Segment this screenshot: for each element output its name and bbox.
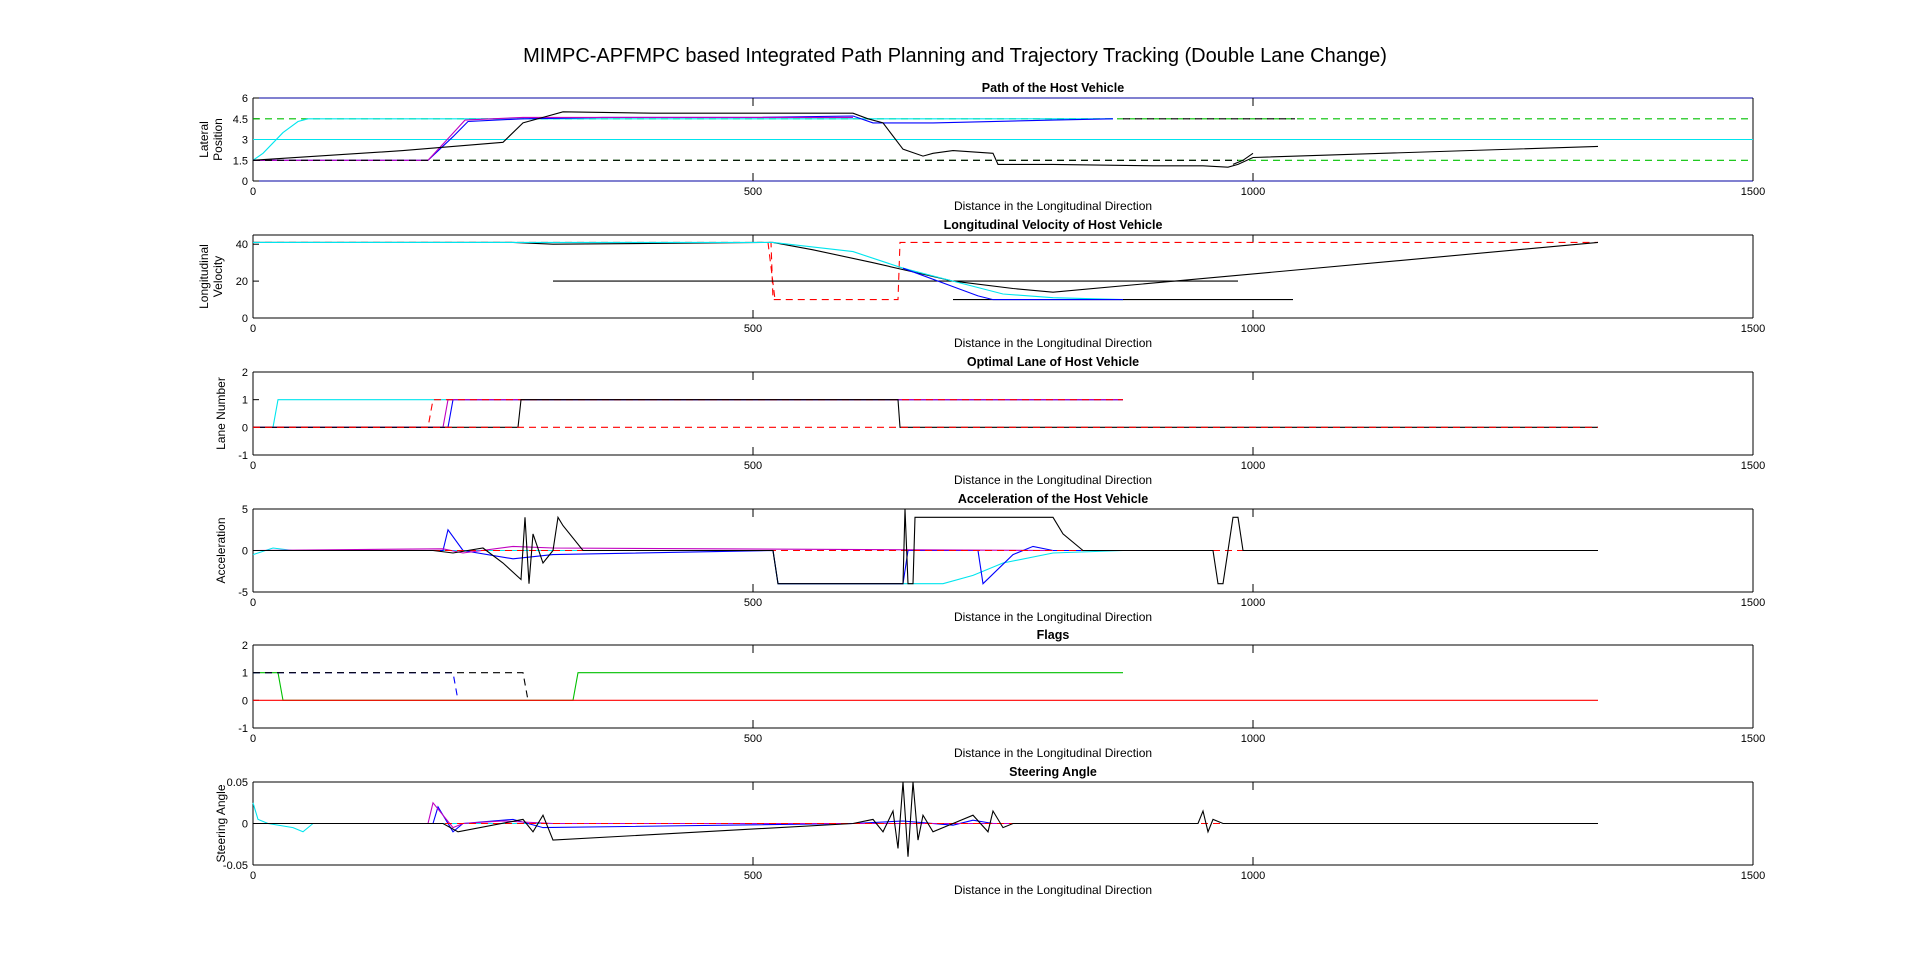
y-tick-label: 0 <box>242 176 248 188</box>
series-line-8 <box>1232 152 1254 165</box>
x-axis-label: Distance in the Longitudinal Direction <box>954 473 1152 487</box>
y-tick-label: 0 <box>242 313 248 325</box>
series-line-1 <box>253 241 1598 301</box>
y-tick-label: 0 <box>242 819 248 831</box>
x-tick-label: 1500 <box>1741 460 1765 472</box>
x-tick-label: 0 <box>250 733 256 745</box>
subplot-title: Flags <box>1037 628 1070 642</box>
x-tick-label: 500 <box>744 460 762 472</box>
x-tick-label: 0 <box>250 460 256 472</box>
x-tick-label: 0 <box>250 323 256 335</box>
series-line-2 <box>253 528 1123 585</box>
series-line-3 <box>253 399 1123 428</box>
series-line-6 <box>253 241 1124 301</box>
x-tick-label: 500 <box>744 733 762 745</box>
y-tick-label: -1 <box>238 723 248 735</box>
y-tick-label: 1.5 <box>233 155 248 167</box>
x-tick-label: 500 <box>744 323 762 335</box>
y-tick-label: 20 <box>236 276 248 288</box>
y-tick-label: 4.5 <box>233 114 248 126</box>
series-line-5 <box>253 115 1114 161</box>
series-line-2 <box>767 242 776 300</box>
y-tick-label: 2 <box>242 367 248 379</box>
subplot-title: Optimal Lane of Host Vehicle <box>967 355 1139 369</box>
y-tick-label: 1 <box>242 668 248 680</box>
series-line-6 <box>253 116 853 161</box>
x-tick-label: 1500 <box>1741 186 1765 198</box>
x-axis-label: Distance in the Longitudinal Direction <box>954 610 1152 624</box>
series-line-5 <box>253 399 1598 428</box>
subplot-title: Longitudinal Velocity of Host Vehicle <box>944 218 1163 232</box>
figure-title: MIMPC-APFMPC based Integrated Path Plann… <box>523 45 1387 67</box>
x-tick-label: 1000 <box>1241 870 1265 882</box>
y-axis-label: Lane Number <box>214 377 228 450</box>
series-line-4 <box>252 118 1113 161</box>
y-axis-label: Longitudinal <box>197 244 211 309</box>
x-tick-label: 0 <box>250 186 256 198</box>
x-tick-label: 1500 <box>1741 733 1765 745</box>
y-tick-label: 0 <box>242 546 248 558</box>
y-axis-label: Acceleration <box>214 517 228 583</box>
subplot-title: Path of the Host Vehicle <box>982 81 1124 95</box>
x-tick-label: 1000 <box>1241 186 1265 198</box>
subplot-1: 0 500 1000 1500 0 1.5 3 4.5 6 Path of the Host Ve… <box>197 81 1765 213</box>
series-line-7 <box>252 111 1599 168</box>
series-line-5 <box>253 508 1598 585</box>
y-tick-label: -5 <box>238 587 248 599</box>
y-tick-label: 3 <box>242 135 248 147</box>
x-axis-label: Distance in the Longitudinal Direction <box>954 746 1152 760</box>
series-line-7 <box>902 267 1123 301</box>
series-line-1 <box>252 802 1123 833</box>
x-axis-label: Distance in the Longitudinal Direction <box>954 199 1152 213</box>
subplot-title: Acceleration of the Host Vehicle <box>958 492 1148 506</box>
x-tick-label: 500 <box>744 597 762 609</box>
x-axis-label: Distance in the Longitudinal Direction <box>954 883 1152 897</box>
y-tick-label: 0 <box>242 422 248 434</box>
x-axis-label: Distance in the Longitudinal Direction <box>954 336 1152 350</box>
series-line-1 <box>252 547 1124 585</box>
y-tick-label: 0.05 <box>227 777 248 789</box>
y-axis-label: Velocity <box>211 256 225 297</box>
x-tick-label: 1500 <box>1741 597 1765 609</box>
y-tick-label: 0 <box>242 695 248 707</box>
y-axis-label: Steering Angle <box>214 784 228 862</box>
y-tick-label: 5 <box>242 504 248 516</box>
series-line-2 <box>253 805 1123 833</box>
x-tick-label: 1000 <box>1241 597 1265 609</box>
x-tick-label: 1000 <box>1241 460 1265 472</box>
y-tick-label: 6 <box>242 93 248 105</box>
y-axis-label: Position <box>211 118 225 161</box>
x-tick-label: 1000 <box>1241 733 1265 745</box>
y-tick-label: 40 <box>236 239 248 251</box>
subplot-2: 0 500 1000 1500 0 20 40 Longitudinal Velocity o… <box>197 218 1765 350</box>
series-line-1 <box>253 399 1123 428</box>
series-line-3 <box>252 545 1054 554</box>
y-tick-label: 2 <box>242 640 248 652</box>
x-tick-label: 1500 <box>1741 323 1765 335</box>
y-axis-label: Lateral <box>197 121 211 158</box>
y-tick-label: -1 <box>238 450 248 462</box>
series-line-3 <box>253 241 1599 293</box>
x-tick-label: 0 <box>250 870 256 882</box>
x-tick-label: 500 <box>744 870 762 882</box>
series-line-4 <box>253 399 1123 428</box>
series-line-4 <box>253 672 529 701</box>
x-tick-label: 0 <box>250 597 256 609</box>
y-tick-label: 1 <box>242 395 248 407</box>
series-line-2 <box>253 399 1123 428</box>
x-tick-label: 1500 <box>1741 870 1765 882</box>
series-line-5 <box>253 781 1598 857</box>
series-line-1 <box>253 672 1123 701</box>
y-tick-label: -0.05 <box>223 860 248 872</box>
series-line-2 <box>253 672 459 701</box>
x-tick-label: 500 <box>744 186 762 198</box>
x-tick-label: 1000 <box>1241 323 1265 335</box>
subplot-title: Steering Angle <box>1009 765 1097 779</box>
